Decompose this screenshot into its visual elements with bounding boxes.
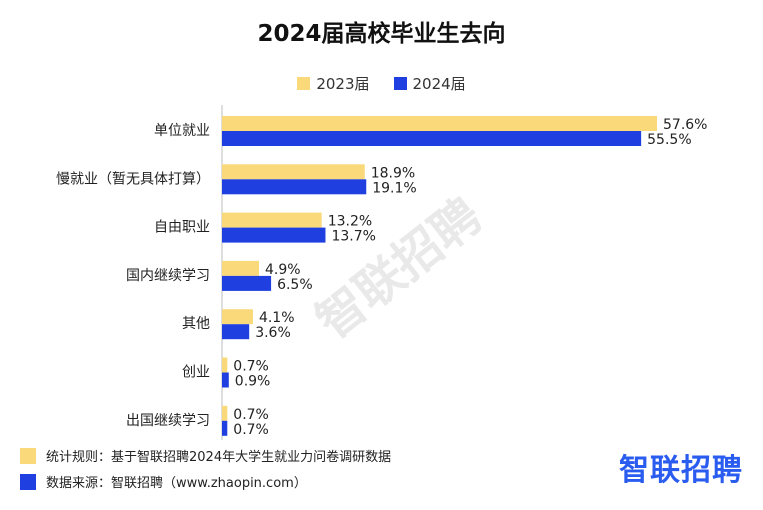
footer-source-text: 数据来源：智联招聘（www.zhaopin.com） <box>46 476 307 491</box>
bar-2023届 <box>222 212 322 228</box>
category-label: 国内继续学习 <box>126 267 210 284</box>
category-label: 自由职业 <box>154 220 210 236</box>
bar-2023届 <box>222 260 260 276</box>
legend-item-2024: 2024届 <box>393 73 466 94</box>
bar-2024届 <box>222 227 326 243</box>
data-label: 0.7% <box>233 407 269 423</box>
data-label: 57.6% <box>663 117 707 133</box>
data-label: 0.7% <box>233 422 269 438</box>
data-label: 0.9% <box>235 374 271 390</box>
bar-2024届 <box>222 275 272 291</box>
data-label: 4.9% <box>265 262 301 278</box>
legend-item-2023: 2023届 <box>297 73 370 94</box>
bar-2023届 <box>222 164 365 180</box>
bar-2023届 <box>222 116 657 131</box>
data-label: 55.5% <box>647 132 691 148</box>
data-label: 3.6% <box>255 325 291 341</box>
legend-swatch-2024 <box>393 77 407 90</box>
bar-chart: 单位就业 57.6%55.5% 慢就业（暂无具体打算） 18.9%19.1% 自由职业 1… <box>56 105 707 440</box>
bar-2023届 <box>222 309 253 325</box>
footer-rule-text: 统计规则：基于智联招聘2024年大学生就业力问卷调研数据 <box>46 450 392 465</box>
category-label: 单位就业 <box>154 123 210 139</box>
data-label: 13.7% <box>331 229 375 245</box>
legend-label-2023: 2023届 <box>316 75 370 93</box>
footer-source: 数据来源：智联招聘（www.zhaopin.com） <box>20 472 307 491</box>
category-label: 出国继续学习 <box>126 412 210 429</box>
bar-2024届 <box>222 324 250 340</box>
legend-swatch-2023 <box>297 77 311 90</box>
data-label: 13.2% <box>328 214 372 230</box>
bar-2024届 <box>222 131 642 146</box>
legend: 2023届 2024届 <box>0 73 763 94</box>
data-label: 6.5% <box>277 277 313 293</box>
category-label: 其他 <box>182 316 210 332</box>
bar-2024届 <box>222 420 228 436</box>
bar-2023届 <box>222 357 228 373</box>
footer-swatch-yellow <box>20 447 36 464</box>
data-label: 0.7% <box>233 359 269 375</box>
legend-label-2024: 2024届 <box>412 75 466 93</box>
data-label: 4.1% <box>259 310 295 326</box>
footer-rule: 统计规则：基于智联招聘2024年大学生就业力问卷调研数据 <box>20 446 391 465</box>
bar-2023届 <box>222 405 228 421</box>
footer-swatch-blue <box>20 473 36 490</box>
brand-logo: 智联招聘 <box>619 453 743 488</box>
bar-2024届 <box>222 179 367 195</box>
data-label: 18.9% <box>371 165 415 181</box>
data-label: 19.1% <box>372 180 416 196</box>
chart-title: 2024届高校毕业生去向 <box>257 21 506 47</box>
category-label: 慢就业（暂无具体打算） <box>56 170 210 187</box>
category-label: 创业 <box>182 365 210 381</box>
bar-2024届 <box>222 372 229 388</box>
